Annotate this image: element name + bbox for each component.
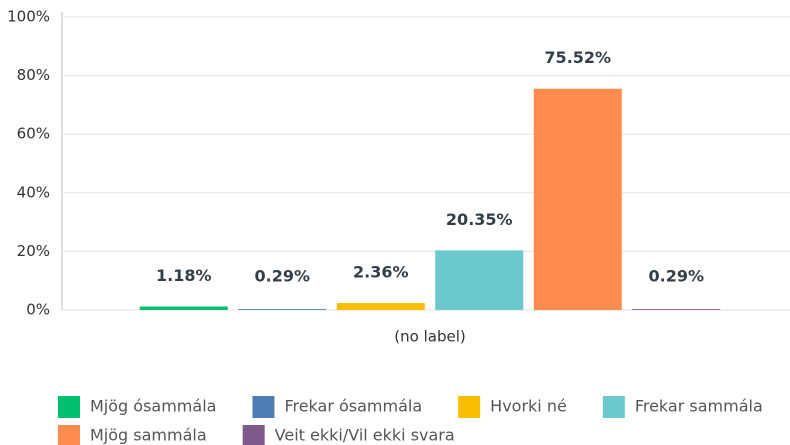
legend-label: Mjög sammála: [90, 426, 207, 445]
y-tick-label: 60%: [17, 125, 50, 143]
legend-swatch: [242, 425, 265, 445]
legend-label: Frekar sammála: [635, 397, 763, 416]
bar: [238, 309, 327, 310]
bar: [533, 88, 622, 310]
bar: [336, 303, 425, 310]
legend-swatch: [58, 425, 80, 445]
legend-swatch: [458, 396, 481, 418]
value-label: 1.18%: [156, 266, 212, 285]
legend-label: Frekar ósammála: [284, 397, 422, 416]
value-label: 0.29%: [648, 267, 704, 286]
legend-swatch: [58, 396, 80, 418]
value-label: 2.36%: [353, 263, 409, 282]
bar: [632, 309, 721, 310]
bar: [435, 250, 524, 310]
value-label: 75.52%: [544, 48, 611, 67]
y-tick-label: 100%: [7, 8, 50, 26]
value-label: 20.35%: [446, 210, 513, 229]
x-tick-label: (no label): [394, 328, 465, 346]
legend-swatch: [252, 396, 275, 418]
y-tick-label: 20%: [17, 242, 50, 260]
legend-label: Veit ekki/Vil ekki svara: [275, 426, 455, 445]
y-tick-label: 80%: [17, 66, 50, 84]
legend-label: Mjög ósammála: [90, 397, 216, 416]
bar: [139, 306, 228, 310]
y-tick-label: 0%: [26, 301, 50, 319]
value-label: 0.29%: [254, 267, 310, 286]
y-tick-label: 40%: [17, 183, 50, 201]
legend-label: Hvorki né: [490, 397, 567, 416]
legend-swatch: [602, 396, 625, 418]
